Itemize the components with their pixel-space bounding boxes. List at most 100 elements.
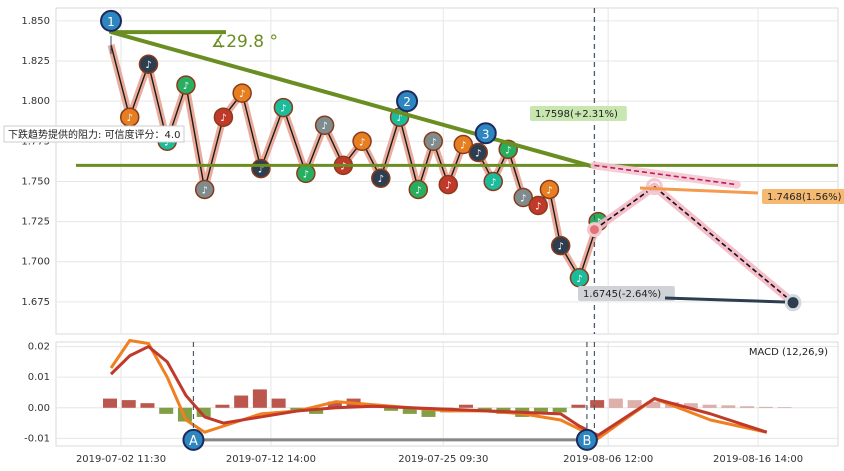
price-note-glyph: ♪ [520,193,526,204]
projection-label-mid-box [762,189,844,204]
price-note-glyph: ♪ [576,274,582,285]
macd-histogram-bar [758,406,773,408]
x-tick-label: 2019-08-06 12:00 [563,454,653,465]
macd-y-tick-label: 0.01 [28,372,50,383]
price-note-glyph: ♪ [359,137,365,148]
price-note-glyph: ♪ [164,137,170,148]
macd-histogram-bar [421,407,436,417]
price-note-glyph: ♪ [460,141,466,152]
price-note-glyph: ♪ [396,113,402,124]
macd-histogram-bar [627,400,642,408]
price-note-marker [483,171,503,192]
price-note-glyph: ♪ [220,113,226,124]
x-tick-label: 2019-07-25 09:30 [398,454,488,465]
arrow-down [664,296,786,304]
macd-histogram-bar [590,400,605,408]
macd-histogram-bar [159,407,174,414]
price-note-glyph: ♪ [183,81,189,92]
downtrend-line [109,30,597,169]
price-note-marker [539,179,560,200]
price-note-glyph: ♪ [490,177,496,188]
macd-histogram-bar [327,401,342,408]
resistance-note-text: 下跌趋势提供的阻力: 可信度评分：4.0 [8,128,180,141]
price-note-glyph: ♪ [303,169,309,180]
macd-histogram-bar [533,407,548,414]
price-note-marker [453,134,474,155]
x-tick-label: 2019-07-12 14:00 [226,454,316,465]
target-mid-marker [645,178,663,196]
pattern-point-label: 1 [107,15,115,29]
macd-y-ticks: -0.01 0.00 0.01 0.02 [24,342,50,445]
price-y-tick-label: 1.850 [21,16,50,27]
price-panel: 1.6751.7001.7251.7501.7751.8001.8251.850… [3,7,844,335]
price-note-marker [273,97,294,118]
price-note-marker [423,131,444,152]
price-note-marker [138,54,159,74]
price-y-tick-label: 1.825 [21,56,50,67]
divergence-point-label: A [189,434,198,449]
macd-y-tick-label: 0.00 [28,403,50,414]
macd-histogram-bar [103,398,117,408]
price-note-glyph: ♪ [557,242,563,253]
macd-histogram-bar [646,401,661,408]
macd-histogram-bar [608,398,623,408]
pattern-point-label: 2 [403,95,411,109]
macd-histogram-bar [290,407,305,411]
projection-label-down-box [578,286,675,301]
angle-annotation: ∡29.8 ° [211,32,278,52]
macd-y-tick-label: 0.02 [28,342,50,353]
macd-histogram-bar [777,407,792,408]
price-note-marker [513,187,533,208]
divergence-point-marker [182,428,205,451]
price-note-glyph: ♪ [475,149,481,160]
macd-histogram-bar [384,407,399,411]
pattern-point-marker [474,122,497,145]
price-y-tick-label: 1.675 [21,297,50,308]
macd-histogram-bar [740,406,755,408]
macd-histogram-bar [459,404,473,408]
price-y-tick-label: 1.750 [21,176,50,187]
price-note-glyph: ♪ [535,202,541,213]
pattern-point-label: 3 [482,127,490,141]
price-note-glyph: ♪ [239,89,245,100]
price-note-marker [468,142,488,163]
projection-label-down: 1.6745(-2.64%) [583,289,661,300]
macd-histogram-bar [402,407,417,414]
price-note-marker [314,115,335,135]
price-note-marker [550,235,571,256]
macd-histogram-bar [571,404,586,408]
price-note-marker [176,75,196,95]
price-y-tick-label: 1.800 [21,96,50,107]
arrow-mid [639,186,759,195]
projection-band [590,161,741,189]
price-note-glyph: ♪ [127,113,133,124]
price-note-marker [438,174,459,195]
price-y-tick-label: 1.700 [21,257,50,268]
price-note-glyph: ♪ [258,165,264,176]
projection-label-up-box [530,106,627,121]
price-note-glyph: ♪ [505,145,511,156]
price-note-marker [528,195,548,216]
target-end-marker [784,294,802,312]
projection-line [593,185,655,231]
price-note-marker [371,168,391,188]
price-note-glyph: ♪ [415,185,421,196]
macd-histogram-bar [140,403,155,408]
macd-y-tick-label: -0.01 [24,433,50,444]
projection-line [653,185,794,304]
macd-histogram-bar [215,404,230,408]
price-note-glyph: ♪ [430,137,436,148]
price-note-glyph: ♪ [280,104,286,115]
price-note-glyph: ♪ [201,185,207,196]
price-note-glyph: ♪ [445,181,451,192]
price-note-marker [408,179,429,200]
price-note-marker [232,83,252,103]
x-tick-label: 2019-08-16 14:00 [713,454,803,465]
macd-histogram-bar [252,389,267,408]
macd-histogram-bar [121,400,136,408]
price-note-glyph: ♪ [378,174,384,185]
